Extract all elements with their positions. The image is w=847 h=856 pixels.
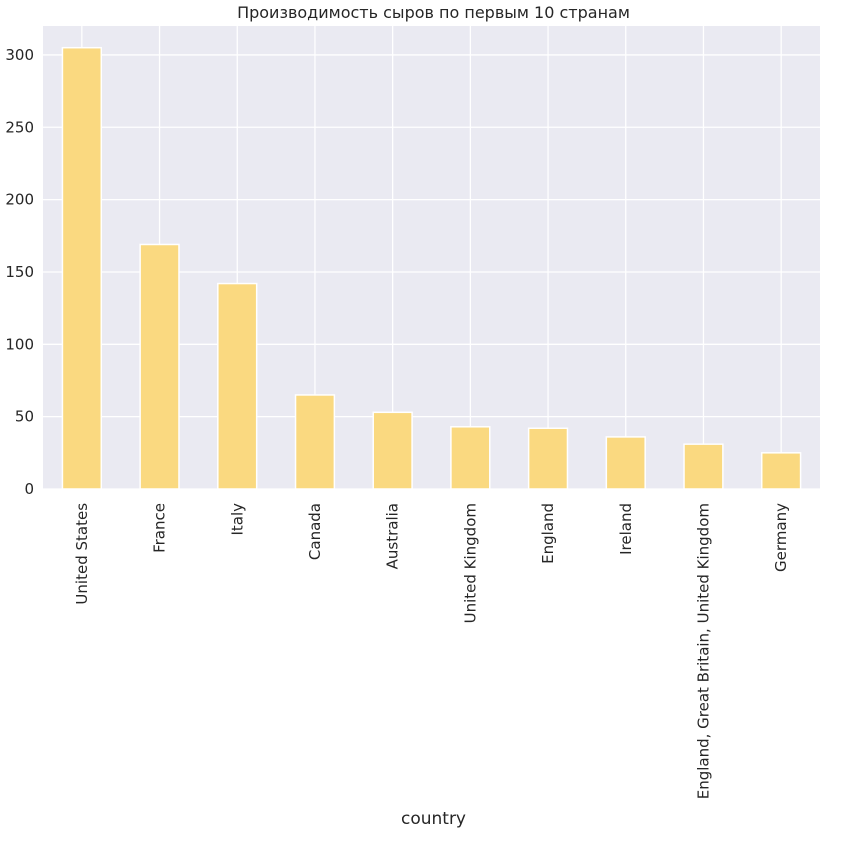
y-tick-label: 300: [5, 46, 34, 64]
bar: [605, 436, 646, 490]
y-tick-label: 0: [24, 480, 34, 498]
x-tick-labels: United States France Italy Canada Australia U…: [73, 503, 790, 799]
x-tick-label: Ireland: [617, 503, 635, 555]
x-tick-label: United Kingdom: [461, 503, 479, 623]
bar: [372, 411, 413, 490]
bars: [61, 46, 802, 490]
x-tick-label: Australia: [384, 503, 402, 569]
x-tick-label: Canada: [306, 503, 324, 560]
bar: [527, 427, 569, 490]
bar: [139, 243, 180, 490]
x-tick-label: United States: [73, 503, 91, 605]
bar: [683, 443, 724, 490]
chart-title: Производимость сыров по первым 10 страна…: [237, 3, 630, 22]
y-tick-labels: 0 50 100 150 200 250 300: [5, 46, 34, 498]
bar: [61, 46, 103, 490]
x-axis-label: country: [401, 809, 466, 829]
bar: [760, 452, 802, 490]
y-tick-label: 250: [5, 118, 34, 136]
x-tick-label: Italy: [228, 503, 246, 536]
bar: [450, 426, 491, 490]
y-tick-label: 200: [5, 191, 34, 209]
bar: [294, 394, 336, 490]
x-tick-label: Germany: [772, 503, 790, 572]
y-tick-label: 50: [15, 408, 34, 426]
y-tick-label: 100: [5, 335, 34, 353]
x-tick-label: France: [151, 503, 169, 553]
x-tick-label: England: [539, 503, 557, 564]
x-tick-label: England, Great Britain, United Kingdom: [694, 503, 712, 799]
bar: [217, 282, 258, 490]
y-tick-label: 150: [5, 263, 34, 281]
